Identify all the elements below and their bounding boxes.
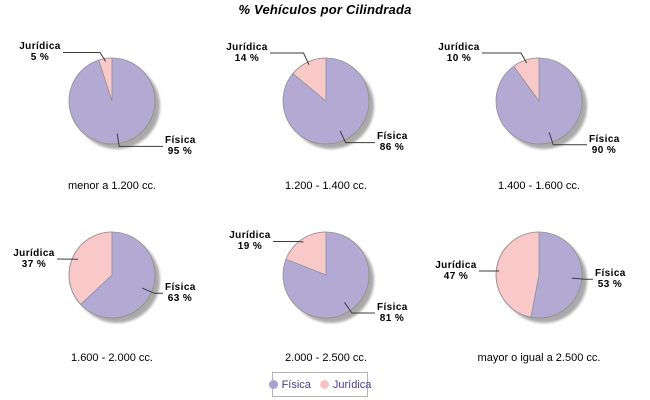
pie-6-category-label: mayor o igual a 2.500 cc.	[477, 352, 601, 364]
fisica-swatch-icon	[268, 380, 278, 389]
pie-3-juridica-leader-line	[482, 52, 528, 64]
pie-5-juridica-value: 19 %	[237, 241, 263, 252]
pie-4-fisica-leader-line	[142, 287, 163, 294]
pie-4-fisica-label: Física 63 %	[165, 282, 195, 304]
pie-6-juridica-label: Jurídica 47 %	[433, 260, 479, 282]
pie-2-fisica-leader-line	[339, 130, 375, 144]
pie-3-juridica-label: Jurídica 10 %	[436, 42, 482, 64]
pie-1-juridica-leader-line	[63, 52, 107, 62]
pie-1-fisica-value: 95 %	[167, 146, 193, 157]
pie-3-fisica-value: 90 %	[591, 145, 617, 156]
pie-2-juridica-label: Jurídica 14 %	[224, 42, 270, 64]
juridica-swatch-icon	[319, 380, 329, 389]
pie-3-juridica-slice	[513, 57, 540, 103]
pie-2-juridica-value: 14 %	[234, 53, 260, 64]
pie-1-juridica-slice	[98, 57, 113, 102]
pie-4-juridica-label: Jurídica 37 %	[11, 248, 57, 270]
pie-2-category-label: 1.200 - 1.400 cc.	[285, 180, 367, 192]
pie-5-fisica-leader-line	[344, 302, 375, 314]
pie-2-juridica-leader-line	[270, 52, 310, 66]
pie-3-juridica-name: Jurídica	[438, 42, 480, 53]
pie-4-juridica-name: Jurídica	[13, 248, 55, 259]
pie-5-fisica-name: Física	[377, 302, 408, 313]
pie-6-fisica-label: Física 53 %	[595, 268, 625, 290]
pie-6-juridica-slice	[495, 231, 540, 318]
pie-4-fisica-value: 63 %	[167, 293, 193, 304]
pie-3-fisica-leader-line	[548, 132, 587, 146]
pie-1-fisica-label: Física 95 %	[165, 135, 195, 157]
pie-3-fisica-name: Física	[589, 134, 620, 145]
pie-2-juridica-name: Jurídica	[226, 42, 268, 53]
legend-fisica-label: Física	[281, 378, 311, 391]
pie-1-juridica-value: 5 %	[30, 52, 50, 63]
pie-5-fisica-label: Física 81 %	[377, 302, 407, 324]
pie-2-fisica-name: Física	[377, 131, 408, 142]
pie-4-category-label: 1.600 - 2.000 cc.	[71, 352, 153, 364]
pie-1-juridica-name: Jurídica	[19, 41, 61, 52]
chart-title: % Vehículos por Cilindrada	[238, 2, 412, 17]
chart-legend: Física Jurídica	[268, 372, 371, 397]
pie-4-fisica-name: Física	[165, 282, 196, 293]
pie-5-juridica-label: Jurídica 19 %	[227, 230, 273, 252]
pie-2-fisica-value: 86 %	[379, 142, 405, 153]
pie-5-fisica-value: 81 %	[379, 313, 405, 324]
pie-5-juridica-leader-line	[273, 241, 304, 243]
pie-5-juridica-name: Jurídica	[229, 230, 271, 241]
pie-6-fisica-name: Física	[595, 268, 626, 279]
pie-3-fisica-label: Física 90 %	[589, 134, 619, 156]
pie-1-fisica-leader-line	[116, 133, 163, 147]
pie-4-juridica-value: 37 %	[21, 259, 47, 270]
legend-juridica-label: Jurídica	[332, 378, 372, 391]
legend-item-fisica: Física	[268, 378, 311, 391]
pie-1-juridica-label: Jurídica 5 %	[17, 41, 63, 63]
pie-1-category-label: menor a 1.200 cc.	[67, 180, 157, 192]
pie-6-fisica-value: 53 %	[597, 279, 623, 290]
pie-1-fisica-name: Física	[165, 135, 196, 146]
pie-6-fisica-leader-line	[571, 277, 593, 280]
pie-5-category-label: 2.000 - 2.500 cc.	[285, 352, 367, 364]
pie-6-juridica-name: Jurídica	[435, 260, 477, 271]
pie-6-juridica-value: 47 %	[443, 271, 469, 282]
pie-4-juridica-slice	[68, 231, 113, 305]
pie-3-juridica-value: 10 %	[446, 53, 472, 64]
pie-3-category-label: 1.400 - 1.600 cc.	[498, 180, 580, 192]
pie-5-juridica-slice	[285, 231, 327, 276]
legend-item-juridica: Jurídica	[319, 378, 372, 391]
pie-2-fisica-label: Física 86 %	[377, 131, 407, 153]
